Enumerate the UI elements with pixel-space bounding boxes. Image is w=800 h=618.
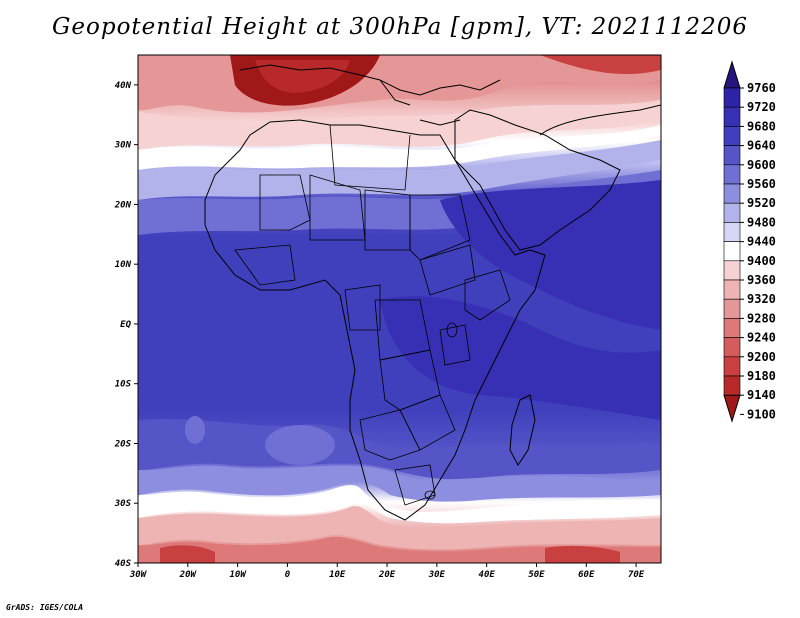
colorbar-label: 9400 xyxy=(747,254,776,268)
colorbar-swatch xyxy=(723,318,741,338)
colorbar-swatch xyxy=(723,356,741,377)
colorbar-label: 9200 xyxy=(747,350,776,364)
y-tick-label: 10N xyxy=(115,260,132,270)
colorbar-label: 9640 xyxy=(747,139,776,153)
colorbar-label: 9320 xyxy=(747,292,776,306)
x-tick-label: 0 xyxy=(285,570,291,580)
height-field xyxy=(138,55,661,563)
colorbar: 9760 9720 9680 9640 9600 9560 9520 9480 9440 9400… xyxy=(723,60,776,423)
colorbar-swatch xyxy=(723,126,741,146)
colorbar-swatch xyxy=(723,145,741,166)
colorbar-label: 9360 xyxy=(747,273,776,287)
plot-frame xyxy=(137,54,662,564)
x-tick-label: 30W xyxy=(129,570,148,580)
colorbar-label: 9280 xyxy=(747,311,776,325)
colorbar-swatch xyxy=(723,183,741,204)
y-tick-label: 40N xyxy=(115,81,132,91)
colorbar-swatch xyxy=(723,87,741,108)
colorbar-top-arrow xyxy=(723,60,741,89)
colorbar-label: 9760 xyxy=(747,81,776,95)
colorbar-label: 9480 xyxy=(747,215,776,229)
colorbar-swatch xyxy=(723,260,741,281)
x-tick-label: 30E xyxy=(428,570,446,580)
grads-credit: GrADS: IGES/COLA xyxy=(6,603,84,612)
x-tick-label: 20E xyxy=(378,570,396,580)
colorbar-bottom-arrow xyxy=(723,394,741,423)
y-tick-label: 20N xyxy=(114,200,132,210)
colorbar-label: 9180 xyxy=(747,369,776,383)
x-tick-label: 40E xyxy=(479,570,496,580)
y-tick-label: 40S xyxy=(115,559,132,569)
colorbar-swatch xyxy=(723,279,741,300)
colorbar-swatch xyxy=(723,164,741,185)
country-borders xyxy=(234,124,511,506)
colorbar-label: 9560 xyxy=(747,177,776,191)
x-tick-label: 20W xyxy=(179,570,198,580)
colorbar-label: 9240 xyxy=(747,331,776,345)
colorbar-label: 9680 xyxy=(747,119,776,133)
colorbar-label: 9600 xyxy=(747,158,776,172)
colorbar-swatch xyxy=(723,222,741,242)
colorbar-label: 9440 xyxy=(747,235,776,249)
axis-ticks: 30W 20W 10W 0 10E 20E 30E 40E 50E 60E 70E 40N 30N 20N… xyxy=(114,81,645,580)
colorbar-swatch xyxy=(723,106,741,127)
colorbar-swatch xyxy=(723,298,741,319)
colorbar-swatch xyxy=(723,241,741,262)
y-tick-label: 30N xyxy=(114,141,132,151)
y-tick-label: 10S xyxy=(115,380,132,390)
x-tick-label: 10W xyxy=(229,570,247,580)
colorbar-swatch xyxy=(723,202,741,223)
colorbar-label: 9520 xyxy=(747,196,776,210)
map-title: Geopotential Height at 300hPa [gpm], VT:… xyxy=(52,14,748,40)
colorbar-label: 9720 xyxy=(747,100,776,114)
y-tick-label: 30S xyxy=(114,499,132,509)
y-tick-label: EQ xyxy=(120,320,131,330)
x-tick-label: 50E xyxy=(528,570,545,580)
x-tick-label: 60E xyxy=(578,570,595,580)
colorbar-swatch xyxy=(723,375,741,396)
x-tick-label: 10E xyxy=(329,570,346,580)
x-tick-label: 70E xyxy=(628,570,645,580)
y-tick-label: 20S xyxy=(114,439,132,449)
colorbar-label: 9100 xyxy=(747,407,776,421)
coastlines xyxy=(204,64,661,521)
colorbar-label: 9140 xyxy=(747,388,776,402)
colorbar-swatch xyxy=(723,337,741,358)
